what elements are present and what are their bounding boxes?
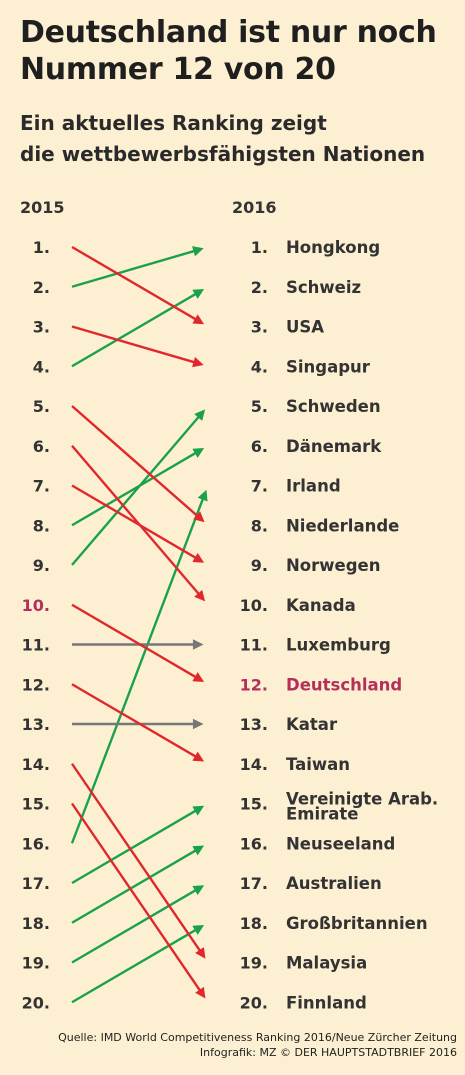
country-label: Irland	[286, 477, 341, 496]
rank-change-arrow	[71, 409, 206, 566]
rank-2015-label: 11.	[22, 636, 50, 655]
rank-2016-label: 16.	[240, 834, 268, 853]
rank-change-arrow	[71, 448, 205, 527]
rank-2016-label: 15.	[240, 795, 268, 814]
country-label: Singapur	[286, 357, 371, 376]
rank-2015-label: 7.	[33, 477, 50, 496]
rank-2016-label: 14.	[240, 755, 268, 774]
country-label: Luxemburg	[286, 636, 391, 655]
country-label: Malaysia	[286, 954, 367, 973]
rank-2015-label: 13.	[22, 715, 50, 734]
rank-change-arrow	[71, 405, 205, 523]
country-label: Niederlande	[286, 516, 399, 535]
rank-2016-label: 1.	[251, 238, 268, 257]
rank-change-arrow	[70, 489, 208, 844]
rank-2016-label: 12.	[240, 675, 268, 694]
subtitle-line-2: die wettbewerbsfähigsten Nationen	[20, 142, 426, 166]
rank-change-arrow	[71, 603, 205, 682]
subtitle-line-1: Ein aktuelles Ranking zeigt	[20, 111, 327, 135]
rank-2015-label: 4.	[33, 357, 50, 376]
rank-2016-label: 7.	[251, 477, 268, 496]
rank-2015-label: 20.	[22, 993, 50, 1012]
rank-2016-label: 11.	[240, 636, 268, 655]
rank-change-arrow	[71, 484, 205, 563]
country-label: Norwegen	[286, 556, 380, 575]
rank-change-arrow	[71, 245, 205, 325]
rank-change-arrow	[71, 845, 205, 924]
country-label: Neuseeland	[286, 834, 395, 853]
chart-title: Deutschland ist nur noch Nummer 12 von 2…	[20, 14, 460, 88]
rank-2016-label: 13.	[240, 715, 268, 734]
source-line-2: Infografik: MZ © DER HAUPTSTADTBRIEF 201…	[199, 1046, 457, 1059]
rank-change-arrow	[71, 802, 206, 999]
year-label-2016: 2016	[232, 198, 277, 217]
country-label: Schweden	[286, 397, 381, 416]
rank-2016-label: 9.	[251, 556, 268, 575]
rank-2015-label: 2.	[33, 278, 50, 297]
rank-2015-label: 17.	[22, 874, 50, 893]
rank-change-arrow	[71, 763, 206, 959]
country-label: Kanada	[286, 596, 356, 615]
rank-2016-label: 17.	[240, 874, 268, 893]
rank-2015-label: 3.	[33, 318, 50, 337]
country-label: Australien	[286, 874, 382, 893]
rank-2016-label: 20.	[240, 993, 268, 1012]
rank-2016-label: 8.	[251, 516, 268, 535]
rank-change-arrow	[71, 246, 204, 288]
rank-change-arrow	[71, 925, 205, 1004]
rank-2016-label: 18.	[240, 914, 268, 933]
rank-2015-label: 9.	[33, 556, 50, 575]
country-label: Deutschland	[286, 675, 402, 694]
rank-change-arrow	[71, 325, 204, 368]
rank-change-arrow	[71, 444, 206, 602]
rank-2015-label: 18.	[22, 914, 50, 933]
rank-2016-label: 10.	[240, 596, 268, 615]
rank-2015-label: 16.	[22, 834, 50, 853]
arrows-layer	[70, 245, 208, 1004]
rank-2016-label: 3.	[251, 318, 268, 337]
rank-2015-label: 8.	[33, 516, 50, 535]
rank-2016-label: 2.	[251, 278, 268, 297]
chart-subtitle: Ein aktuelles Ranking zeigt die wettbewe…	[20, 108, 460, 170]
rank-change-arrow	[71, 805, 205, 885]
rank-2015-label: 6.	[33, 437, 50, 456]
rank-2016-label: 19.	[240, 954, 268, 973]
rank-2015-label: 14.	[22, 755, 50, 774]
year-label-2015: 2015	[20, 198, 65, 217]
country-label: Schweiz	[286, 278, 361, 297]
rank-2016-label: 5.	[251, 397, 268, 416]
country-label: Taiwan	[286, 755, 350, 774]
country-label: Dänemark	[286, 437, 382, 456]
country-label: Hongkong	[286, 238, 380, 257]
rank-2015-label: 1.	[33, 238, 50, 257]
rank-2015-label: 12.	[22, 675, 50, 694]
source-line-1: Quelle: IMD World Competitiveness Rankin…	[58, 1031, 457, 1044]
rank-2016-label: 4.	[251, 357, 268, 376]
rank-change-arrow	[71, 289, 205, 368]
country-label: Finnland	[286, 993, 367, 1012]
rank-2016-label: 6.	[251, 437, 268, 456]
labels-layer: 1. 2. 3. 4. 5. 6. 7. 8. 9. 10. 11. 12. 13. 14. 15. 16. 1…	[22, 238, 439, 1012]
rank-2015-label: 19.	[22, 954, 50, 973]
country-label: Großbritannien	[286, 914, 428, 933]
rank-2015-label: 15.	[22, 795, 50, 814]
country-label: Vereinigte Arab. Emirate	[286, 790, 438, 824]
rank-change-arrow	[71, 683, 205, 762]
country-label: Katar	[286, 715, 338, 734]
rank-2015-label: 5.	[33, 397, 50, 416]
title-line-1: Deutschland ist nur noch	[20, 15, 437, 50]
country-label: USA	[286, 318, 324, 337]
rank-change-arrow	[71, 885, 205, 964]
rank-2015-label: 10.	[22, 596, 50, 615]
title-line-2: Nummer 12 von 20	[20, 52, 336, 87]
source-note: Quelle: IMD World Competitiveness Rankin…	[58, 1030, 457, 1060]
